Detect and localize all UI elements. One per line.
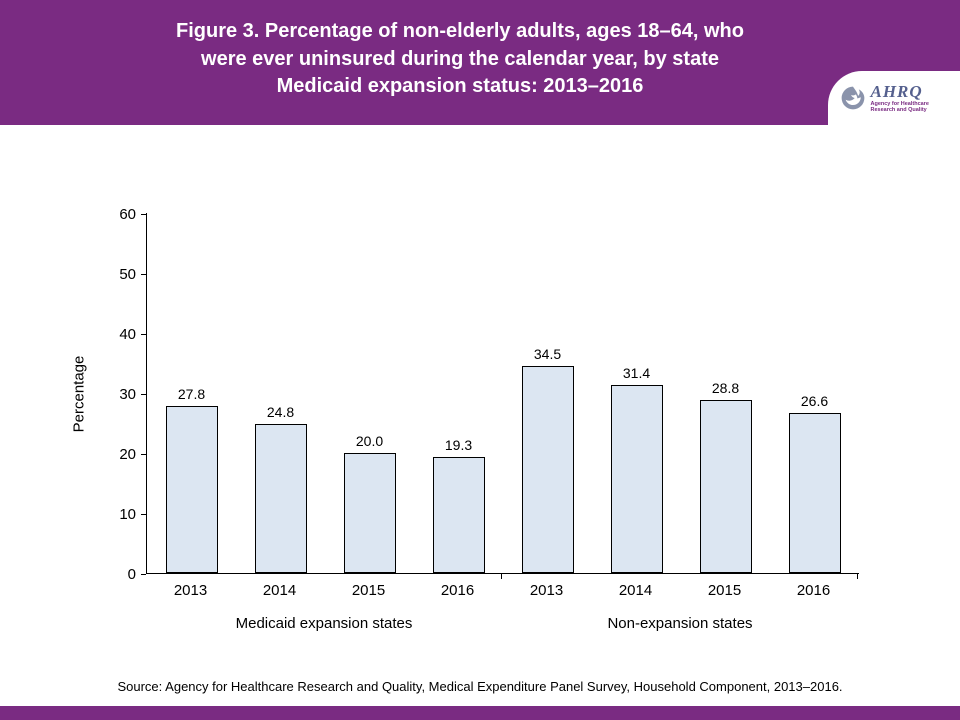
bar-slot: 34.5 <box>503 346 592 573</box>
footer-bar <box>0 706 960 720</box>
bar-value-label: 27.8 <box>177 386 206 403</box>
bar <box>165 406 218 573</box>
x-tick-label: 2013 <box>173 582 208 599</box>
bar-value-label: 20.0 <box>355 433 384 449</box>
bar-slot: 20.0 <box>325 433 414 573</box>
bar <box>699 400 752 573</box>
y-axis-ticks: 0 10 20 30 40 50 60 <box>119 205 136 583</box>
bar <box>254 424 307 573</box>
bar <box>432 457 485 573</box>
bar <box>521 366 574 573</box>
group-labels: Medicaid expansion states Non-expansion s… <box>146 615 858 632</box>
ahrq-acronym: AHRQ <box>870 82 923 101</box>
x-tick-label: 2015 <box>707 582 742 599</box>
x-tick-label: 2014 <box>262 582 297 599</box>
bar-slot: 31.4 <box>592 365 681 573</box>
y-axis-title: Percentage <box>70 355 88 432</box>
x-tick-label: 2016 <box>440 582 475 599</box>
bar-chart: Percentage 0 10 20 30 40 50 60 27.8 24.8 20.0 19.… <box>58 205 859 632</box>
bar <box>610 384 663 573</box>
x-tick-label: 2016 <box>796 582 831 599</box>
x-tick-label: 2014 <box>618 582 653 599</box>
x-tick-group: 2013 2014 2015 2016 <box>146 574 502 599</box>
bar-value-label: 31.4 <box>622 364 651 381</box>
group-label: Medicaid expansion states <box>235 615 413 632</box>
bar-group: 27.8 24.8 20.0 19.3 <box>147 213 503 573</box>
bar-value-label: 24.8 <box>266 404 295 421</box>
group-label: Non-expansion states <box>607 615 753 632</box>
source-note: Source: Agency for Healthcare Research a… <box>117 679 843 694</box>
bar-slot: 28.8 <box>681 380 770 573</box>
bar-slot: 24.8 <box>236 404 325 573</box>
x-tick-label: 2013 <box>529 582 564 599</box>
plot-area: 27.8 24.8 20.0 19.3 34.5 31.4 28.8 26.6 <box>146 213 859 574</box>
x-axis-labels: 2013 2014 2015 2016 2013 2014 2015 2016 <box>146 574 858 599</box>
figure-title: Figure 3. Percentage of non-elderly adul… <box>176 20 744 98</box>
bar <box>343 453 396 573</box>
bar-slot: 27.8 <box>147 386 236 573</box>
ahrq-logo: AHRQ Agency for Healthcare Research and … <box>828 71 960 125</box>
header-banner: Figure 3. Percentage of non-elderly adul… <box>0 0 960 125</box>
ahrq-logo-text: AHRQ Agency for Healthcare Research and … <box>871 83 949 113</box>
chart-row: Percentage 0 10 20 30 40 50 60 27.8 24.8 20.0 19.… <box>58 205 859 583</box>
bar-value-label: 26.6 <box>800 393 829 410</box>
bar-value-label: 19.3 <box>444 437 473 454</box>
bar-slot: 19.3 <box>414 437 503 573</box>
bar-group: 34.5 31.4 28.8 26.6 <box>503 213 859 573</box>
bar <box>788 413 841 573</box>
ahrq-subtitle: Agency for Healthcare Research and Quali… <box>870 101 929 113</box>
bar-value-label: 28.8 <box>711 380 740 397</box>
x-tick-group: 2013 2014 2015 2016 <box>502 574 858 599</box>
bar-value-label: 34.5 <box>533 346 562 362</box>
y-axis-title-box: Percentage <box>58 213 100 574</box>
x-tick-label: 2015 <box>351 582 386 599</box>
hhs-eagle-icon <box>840 85 866 111</box>
bar-slot: 26.6 <box>770 393 859 573</box>
